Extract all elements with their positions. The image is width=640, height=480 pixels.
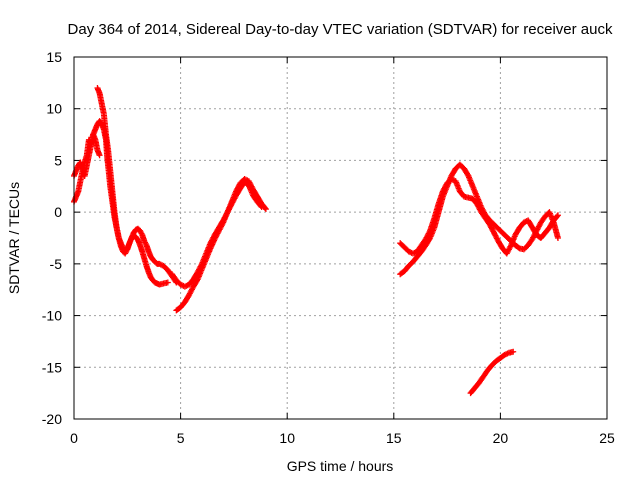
- data-point: [262, 205, 269, 212]
- y-tick-label: -5: [50, 256, 63, 272]
- x-axis-label: GPS time / hours: [287, 458, 394, 474]
- x-tick-label: 0: [70, 430, 78, 446]
- plot-frame: [73, 56, 608, 420]
- data-point: [164, 279, 171, 286]
- data-points: [71, 85, 561, 397]
- y-tick-label: 5: [54, 152, 62, 168]
- data-point: [554, 235, 561, 241]
- data-point: [257, 202, 264, 209]
- y-tick-label: 0: [54, 204, 62, 220]
- grid: [74, 57, 607, 419]
- data-point: [554, 213, 561, 220]
- data-point: [258, 203, 265, 210]
- y-tick-label: -10: [42, 308, 62, 324]
- y-tick-label: -15: [42, 359, 62, 375]
- y-tick-label: -20: [42, 411, 62, 427]
- data-point: [464, 171, 471, 178]
- x-tick-label: 20: [493, 430, 509, 446]
- x-tick-label: 15: [386, 430, 402, 446]
- chart-title: Day 364 of 2014, Sidereal Day-to-day VTE…: [68, 21, 613, 38]
- data-point: [510, 348, 517, 355]
- x-tick-label: 25: [599, 430, 615, 446]
- y-tick-label: 15: [46, 49, 62, 65]
- y-tick-label: 10: [46, 101, 62, 117]
- data-point: [554, 212, 561, 219]
- data-point: [262, 206, 269, 213]
- x-tick-label: 10: [279, 430, 295, 446]
- x-tick-label: 5: [177, 430, 185, 446]
- data-point: [96, 152, 103, 159]
- y-axis-label: SDTVAR / TECUs: [6, 182, 22, 294]
